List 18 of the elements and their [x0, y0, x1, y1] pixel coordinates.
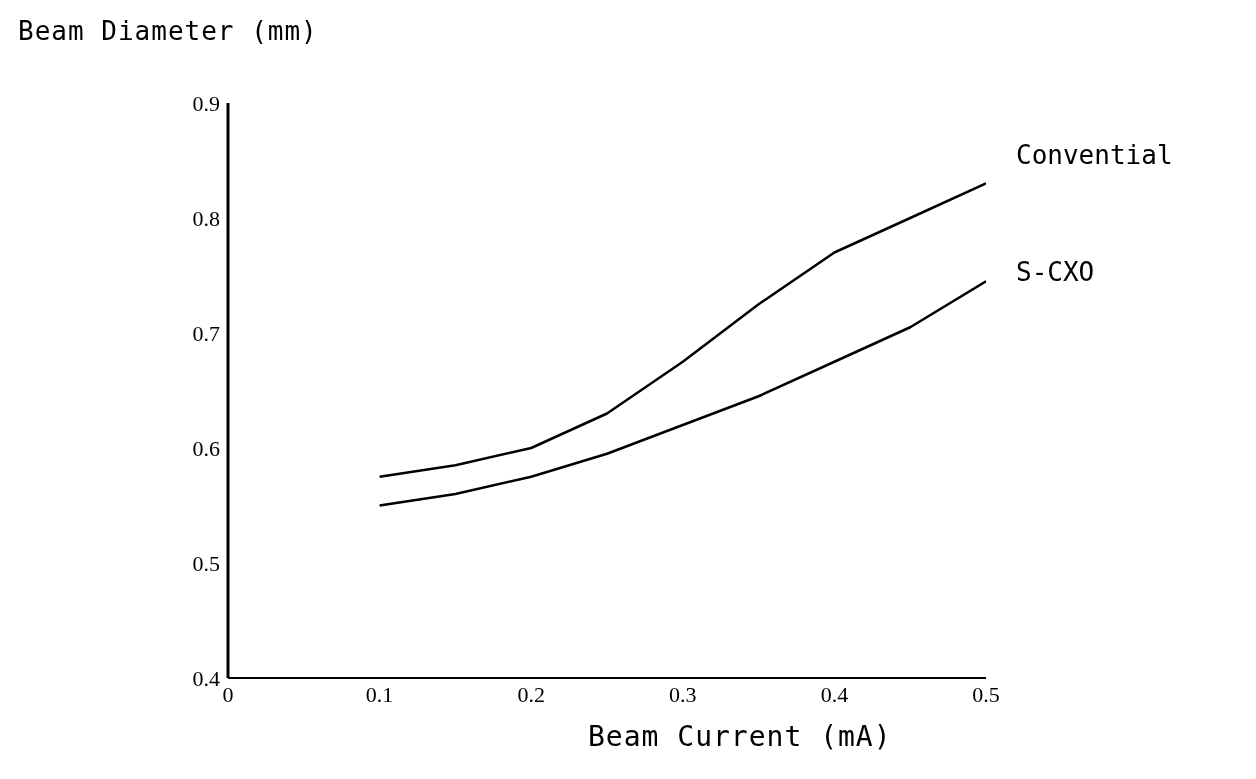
- y-tick-label: 0.7: [192, 320, 220, 346]
- x-tick-label: 0.4: [820, 681, 849, 707]
- y-tick-label: 0.4: [192, 665, 220, 691]
- y-tick-label: 0.6: [192, 435, 220, 461]
- x-axis-title: Beam Current (mA): [588, 720, 892, 753]
- y-tick-label: 0.8: [192, 205, 220, 231]
- x-tick-label: 0.3: [669, 681, 697, 707]
- x-tick-label: 0.5: [972, 681, 1000, 707]
- line-series: [378, 182, 986, 478]
- series-label: S-CXO: [1016, 257, 1095, 288]
- line-series: [378, 280, 986, 507]
- x-tick-label: 0: [222, 681, 234, 707]
- y-axis-title: Beam Diameter (mm): [18, 16, 318, 46]
- series-label: Convential: [1016, 139, 1173, 170]
- y-tick-label: 0.5: [192, 550, 220, 576]
- y-tick-label: 0.9: [192, 90, 220, 116]
- x-tick-label: 0.1: [365, 681, 394, 707]
- x-tick-label: 0.2: [517, 681, 545, 707]
